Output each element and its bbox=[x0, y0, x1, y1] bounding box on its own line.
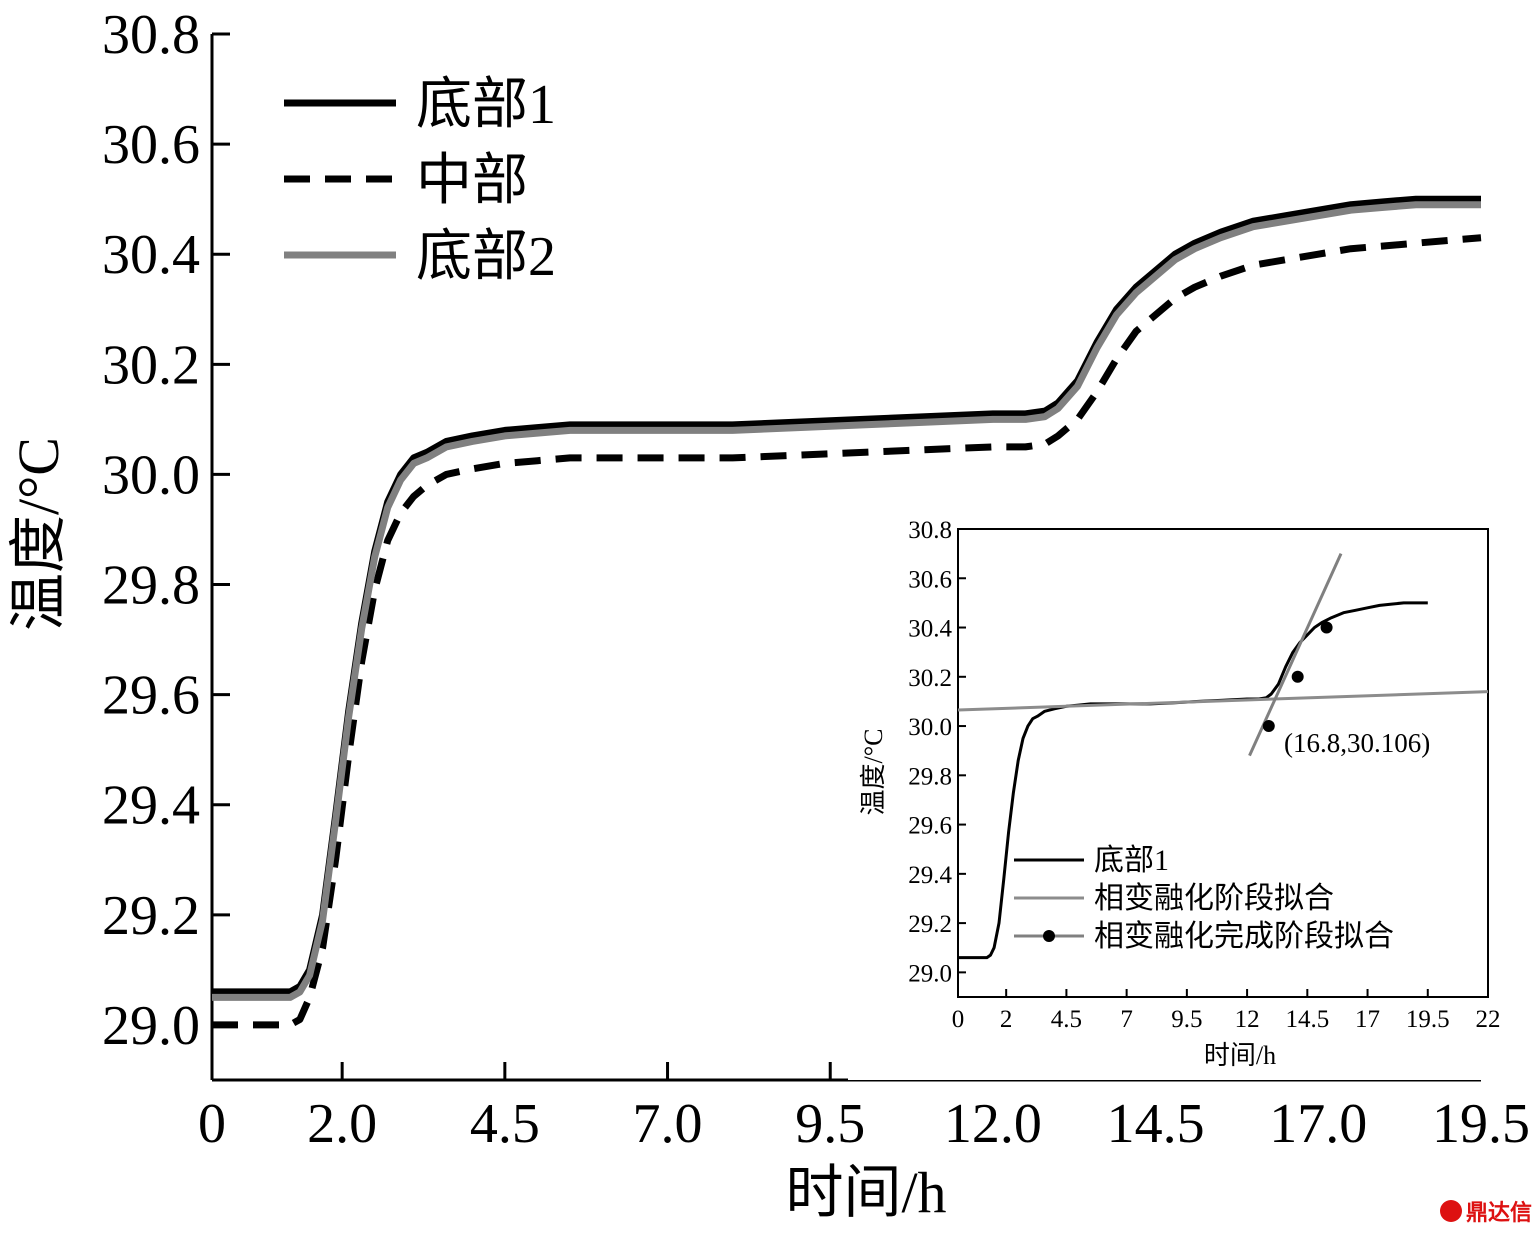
inset-y-tick-label: 29.4 bbox=[908, 862, 952, 889]
main-y-tick-label: 29.6 bbox=[102, 665, 200, 727]
inset-legend-marker bbox=[1043, 930, 1055, 942]
inset-fit-marker bbox=[1320, 621, 1333, 634]
main-x-tick-label: 17.0 bbox=[1269, 1093, 1367, 1155]
main-x-tick-label: 7.0 bbox=[633, 1093, 703, 1155]
inset-x-tick-label: 0 bbox=[952, 1006, 965, 1033]
main-y-tick-label: 29.0 bbox=[102, 995, 200, 1057]
inset-y-tick-label: 30.8 bbox=[908, 517, 952, 544]
inset-y-tick-label: 29.8 bbox=[908, 763, 952, 790]
inset-legend-label: 相变融化完成阶段拟合 bbox=[1094, 920, 1394, 953]
main-x-tick-label: 12.0 bbox=[944, 1093, 1042, 1155]
inset-legend-label: 底部1 bbox=[1094, 844, 1169, 877]
inset-x-tick-label: 4.5 bbox=[1051, 1006, 1082, 1033]
inset-x-tick-label: 7 bbox=[1120, 1006, 1133, 1033]
inset-x-tick-label: 17 bbox=[1355, 1006, 1380, 1033]
main-y-tick-label: 29.4 bbox=[102, 775, 200, 837]
main-x-tick-label: 0 bbox=[198, 1093, 226, 1155]
inset-series-line-相变融化阶段拟合 bbox=[957, 690, 1489, 712]
main-series-line-中部 bbox=[212, 234, 1482, 1029]
inset-y-tick-label: 29.6 bbox=[908, 813, 952, 840]
main-x-tick-label: 4.5 bbox=[470, 1093, 540, 1155]
inset-y-tick-label: 30.0 bbox=[908, 714, 952, 741]
inset-x-tick-label: 12 bbox=[1235, 1006, 1260, 1033]
inset-y-tick-label: 30.2 bbox=[908, 665, 952, 692]
inset-x-tick-label: 14.5 bbox=[1285, 1006, 1329, 1033]
inset-annotation: (16.8,30.106) bbox=[1284, 728, 1430, 758]
main-x-tick-label: 14.5 bbox=[1107, 1093, 1205, 1155]
inset-y-tick-label: 29.2 bbox=[908, 911, 952, 938]
inset-x-tick-label: 22 bbox=[1476, 1006, 1501, 1033]
watermark-text: 鼎达信 bbox=[1465, 1201, 1532, 1226]
main-y-tick-label: 29.2 bbox=[102, 885, 200, 947]
inset-x-tick-label: 2 bbox=[1000, 1006, 1013, 1033]
main-y-tick-label: 30.8 bbox=[102, 4, 200, 66]
inset-x-tick-label: 9.5 bbox=[1171, 1006, 1202, 1033]
inset-chart-axes: 29.0 29.2 29.4 29.6 29.8 30.0 30.2 30.4 30.6 30.8… bbox=[908, 517, 1500, 1033]
main-y-axis-label: 温度/°C bbox=[6, 437, 71, 631]
main-legend-label: 中部 bbox=[416, 150, 528, 212]
main-legend-label: 底部2 bbox=[416, 226, 556, 288]
main-chart-axes: 29.0 29.2 29.4 29.6 29.8 30.0 30.2 30.4 30.6 30.8… bbox=[102, 4, 1530, 1155]
main-y-tick-label: 29.8 bbox=[102, 555, 200, 617]
main-y-tick-label: 30.2 bbox=[102, 334, 200, 396]
watermark-logo-icon bbox=[1439, 1200, 1462, 1222]
inset-chart-plot bbox=[957, 552, 1489, 960]
main-y-tick-label: 30.0 bbox=[102, 444, 200, 506]
inset-x-axis-label: 时间/h bbox=[1204, 1041, 1276, 1070]
inset-y-tick-label: 30.4 bbox=[908, 616, 952, 643]
main-series-line-底部2 bbox=[212, 201, 1481, 1001]
inset-y-tick-label: 30.6 bbox=[908, 566, 952, 593]
inset-x-tick-label: 19.5 bbox=[1406, 1006, 1450, 1033]
inset-plot-border bbox=[957, 528, 1489, 998]
inset-fit-marker bbox=[1262, 720, 1275, 733]
main-legend-label: 底部1 bbox=[416, 74, 556, 136]
inset-fit-marker bbox=[1291, 670, 1304, 683]
main-chart-plot bbox=[212, 195, 1482, 1029]
main-x-axis-label: 时间/h bbox=[785, 1160, 946, 1225]
main-x-tick-label: 2.0 bbox=[307, 1093, 377, 1155]
main-x-tick-label: 9.5 bbox=[795, 1093, 865, 1155]
inset-y-tick-label: 29.0 bbox=[908, 960, 952, 987]
main-y-tick-label: 30.6 bbox=[102, 114, 200, 176]
inset-y-axis-label: 温度/°C bbox=[859, 729, 888, 816]
main-x-tick-label: 19.5 bbox=[1432, 1093, 1530, 1155]
main-y-tick-label: 30.4 bbox=[102, 224, 200, 286]
inset-legend-label: 相变融化阶段拟合 bbox=[1094, 882, 1334, 915]
watermark: 鼎达信 bbox=[1439, 1195, 1532, 1227]
